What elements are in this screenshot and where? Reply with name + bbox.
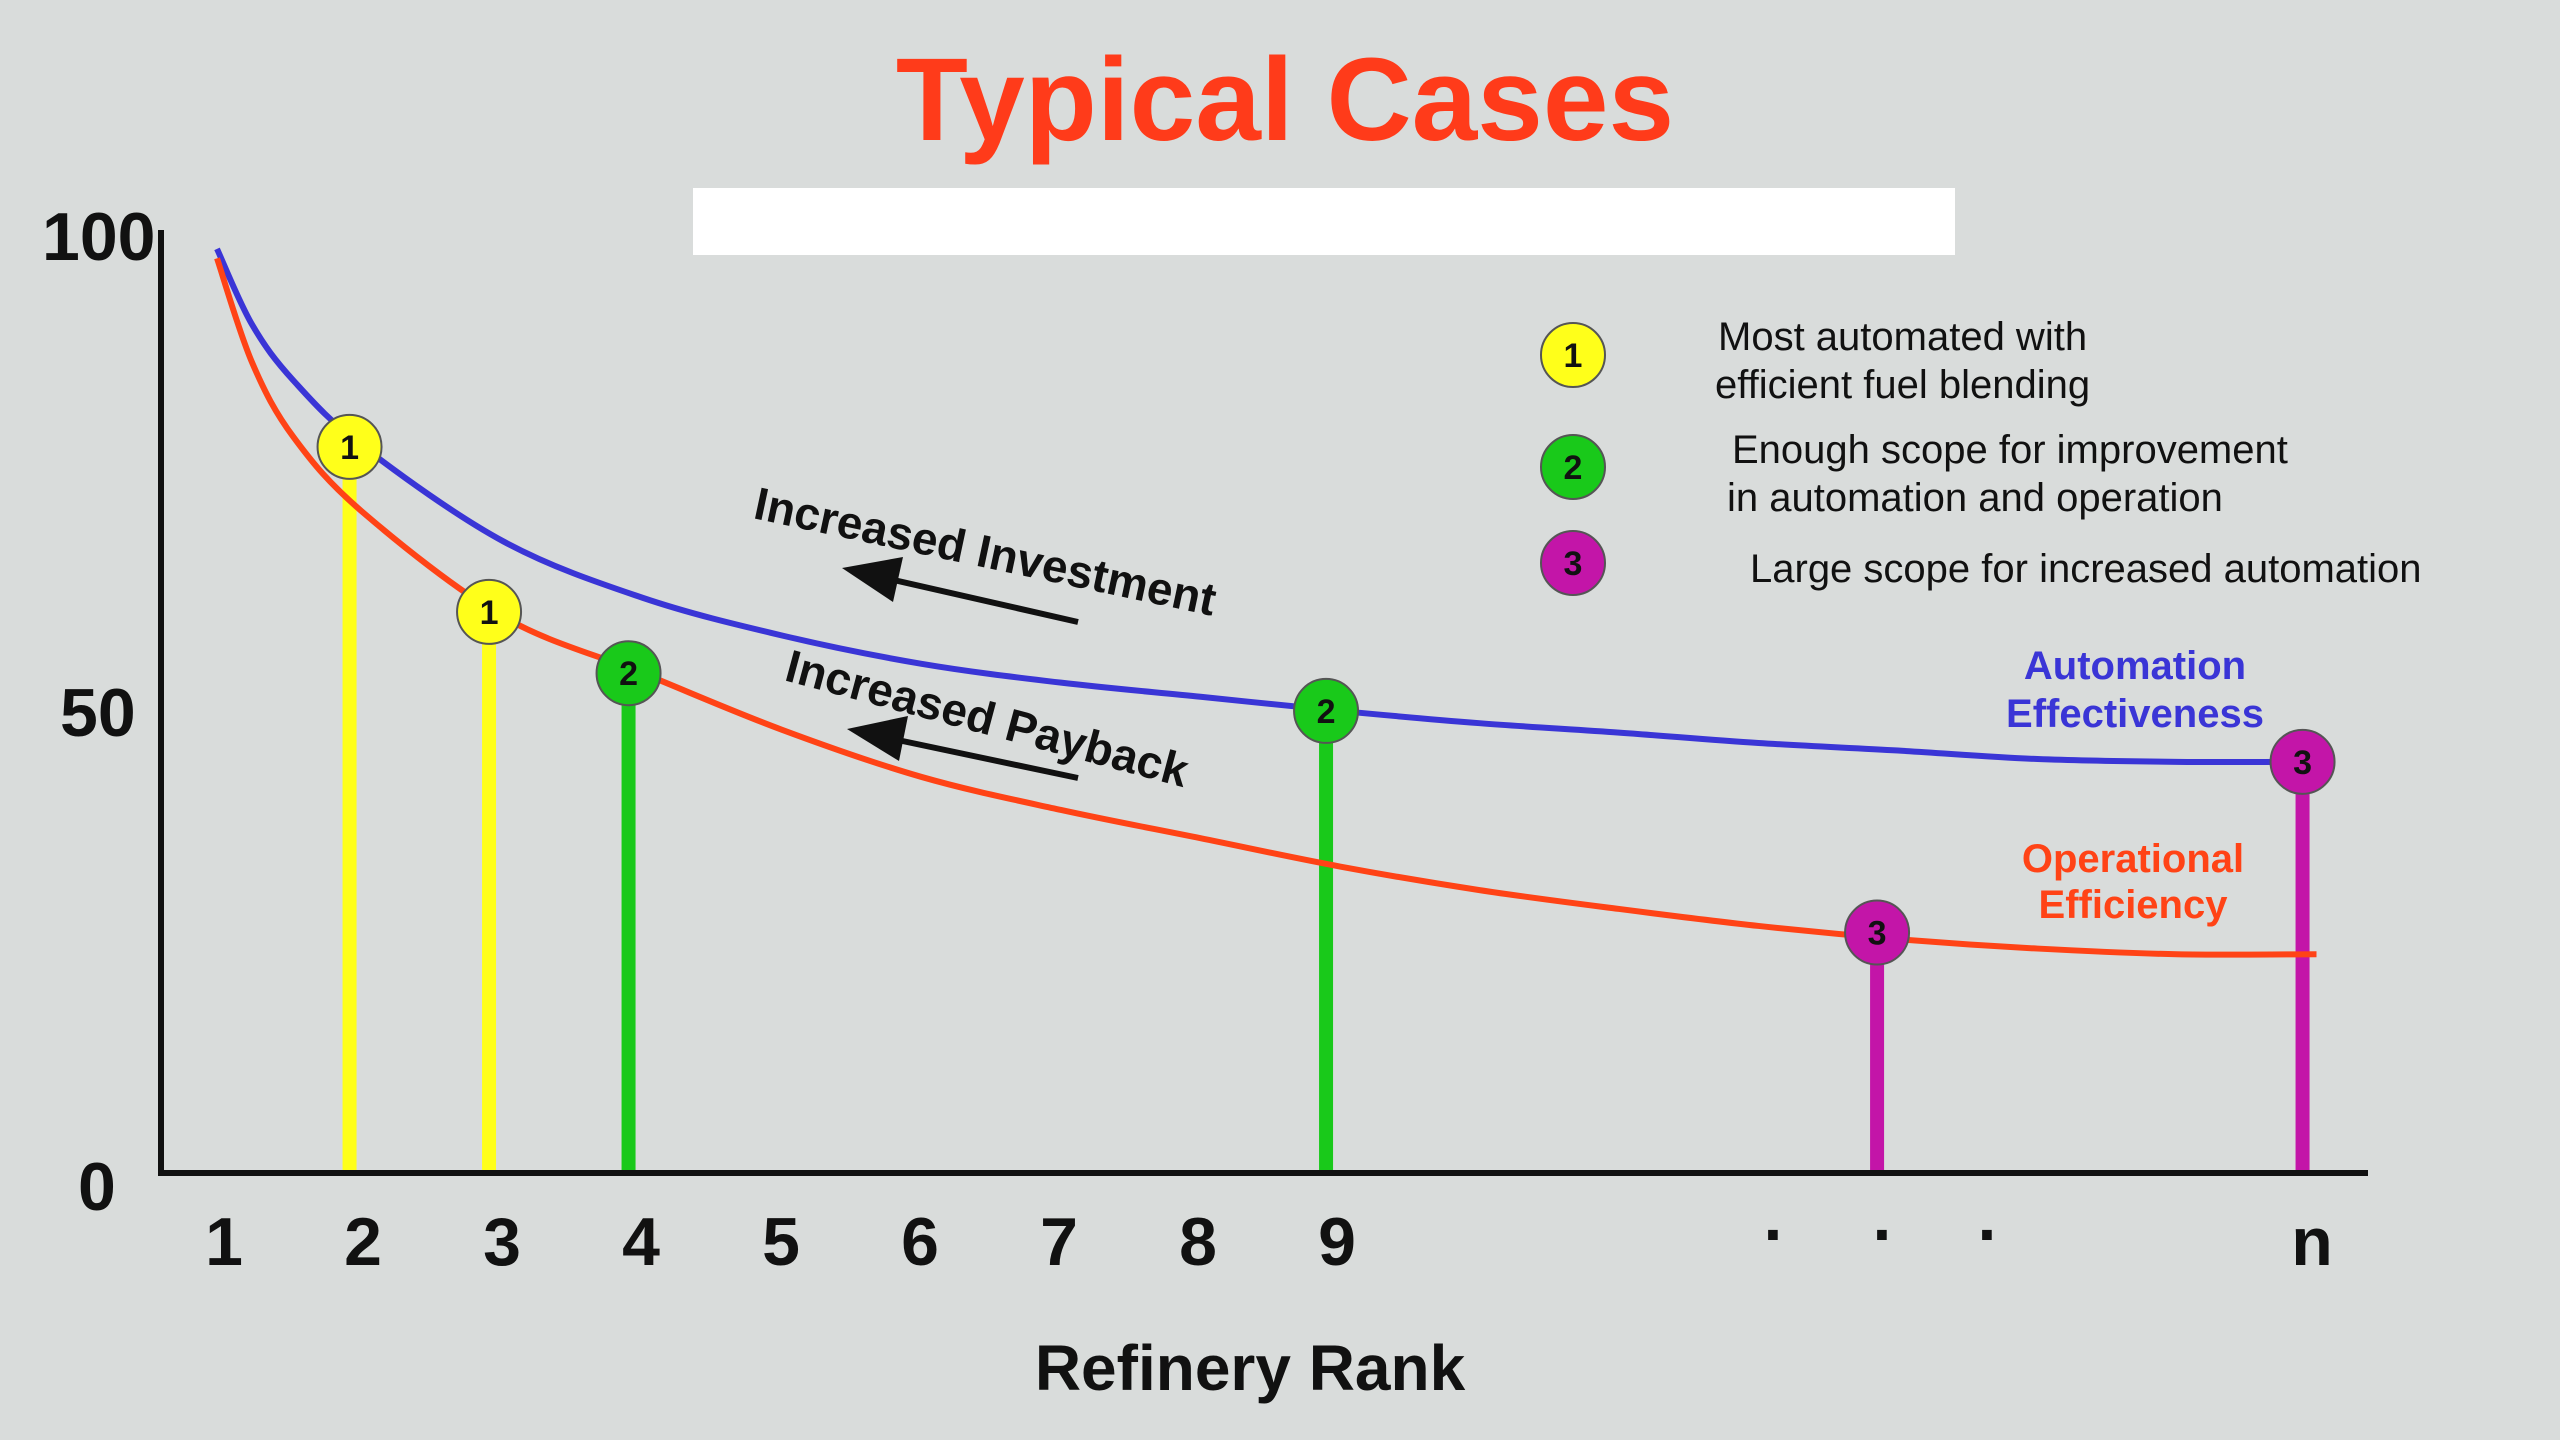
x-tick-label-7: 7	[1040, 1204, 1078, 1280]
annotation-increased-payback: Increased Payback	[780, 639, 1194, 797]
chart-title: Typical Cases	[896, 34, 1674, 166]
y-tick-label-100: 100	[42, 199, 155, 275]
x-tick-label-8: 8	[1179, 1204, 1217, 1280]
legend-marker-3-number: 3	[1564, 545, 1583, 583]
x-axis-label: Refinery Rank	[1035, 1332, 1466, 1404]
x-tick-label-11: .	[1873, 1179, 1892, 1255]
x-tick-labels: 1 2 3 4 5 6 7 8 9... n	[205, 1179, 2333, 1280]
case-marker-circle-4	[1293, 677, 1360, 744]
case-marker-6: 3	[2269, 728, 2336, 795]
legend-marker-1-number: 1	[1564, 337, 1583, 375]
legend-item-2-line2: in automation and operation	[1727, 476, 2223, 520]
x-tick-label-10: .	[1764, 1179, 1783, 1255]
investment-arrow-head	[842, 557, 903, 602]
series-label-operational: Operational Efficiency	[2022, 837, 2244, 927]
legend-item-2: 2 Enough scope for improvement in automa…	[1540, 428, 2288, 520]
case-marker-circle-3	[595, 640, 662, 707]
case-marker-2: 1	[456, 578, 523, 645]
case-marker-circle-5	[1844, 899, 1911, 966]
case-marker-label-6: 3	[2293, 744, 2312, 782]
case-marker-1: 1	[316, 413, 383, 480]
case-marker-label-5: 3	[1868, 915, 1887, 953]
series-label-operational-line2: Efficiency	[2039, 883, 2229, 927]
legend-marker-1	[1540, 322, 1606, 388]
investment-arrow-shaft	[884, 575, 1079, 625]
case-marker-label-3: 2	[619, 655, 638, 693]
legend-item-2-line1: Enough scope for improvement	[1732, 428, 2288, 472]
legend-item-1: 1 Most automated with efficient fuel ble…	[1540, 315, 2090, 407]
case-marker-circle-1	[316, 413, 383, 480]
y-tick-label-0: 0	[78, 1149, 116, 1225]
series-label-automation-line2: Effectiveness	[2006, 692, 2264, 736]
case-marker-circle-6	[2269, 728, 2336, 795]
x-tick-label-13: n	[2291, 1204, 2333, 1280]
series-line-automation-effectiveness	[214, 247, 2317, 766]
series-label-operational-line1: Operational	[2022, 837, 2244, 881]
case-marker-5: 3	[1844, 899, 1911, 966]
payback-arrow-head	[847, 716, 908, 761]
series-line-operational-efficiency	[214, 257, 2317, 958]
legend-marker-2	[1540, 434, 1606, 500]
x-tick-label-3: 3	[483, 1204, 521, 1280]
x-tick-label-12: .	[1978, 1179, 1997, 1255]
case-marker-label-2: 1	[480, 594, 499, 632]
y-tick-label-50: 50	[60, 675, 136, 751]
legend-item-1-line2: efficient fuel blending	[1715, 363, 2090, 407]
x-tick-label-1: 1	[205, 1204, 243, 1280]
legend-marker-2-number: 2	[1564, 449, 1583, 487]
title-banner-bar	[693, 188, 1955, 255]
case-marker-label-4: 2	[1317, 693, 1336, 731]
case-marker-4: 2	[1293, 677, 1360, 744]
x-tick-label-6: 6	[901, 1204, 939, 1280]
legend-item-3: 3 Large scope for increased automation	[1540, 530, 2422, 596]
x-tick-label-5: 5	[762, 1204, 800, 1280]
legend-item-1-line1: Most automated with	[1718, 315, 2087, 359]
series-label-automation: Automation Effectiveness	[2006, 644, 2264, 736]
annotation-payback-text: Increased Payback	[780, 639, 1194, 797]
legend: 1 Most automated with efficient fuel ble…	[1540, 315, 2422, 596]
case-marker-3: 2	[595, 640, 662, 707]
x-tick-label-9: 9	[1318, 1204, 1356, 1280]
case-marker-label-1: 1	[340, 429, 359, 467]
x-tick-label-4: 4	[622, 1204, 660, 1280]
annotation-increased-investment: Increased Investment	[750, 477, 1221, 626]
payback-arrow-shaft	[892, 736, 1079, 781]
x-tick-label-2: 2	[344, 1204, 382, 1280]
case-markers: 1 1 2 2 3 3	[316, 413, 2336, 966]
legend-marker-3	[1540, 530, 1606, 596]
case-marker-circle-2	[456, 578, 523, 645]
series-label-automation-line1: Automation	[2024, 644, 2246, 688]
legend-item-3-line1: Large scope for increased automation	[1750, 547, 2422, 591]
case-stems	[342, 446, 2310, 1170]
